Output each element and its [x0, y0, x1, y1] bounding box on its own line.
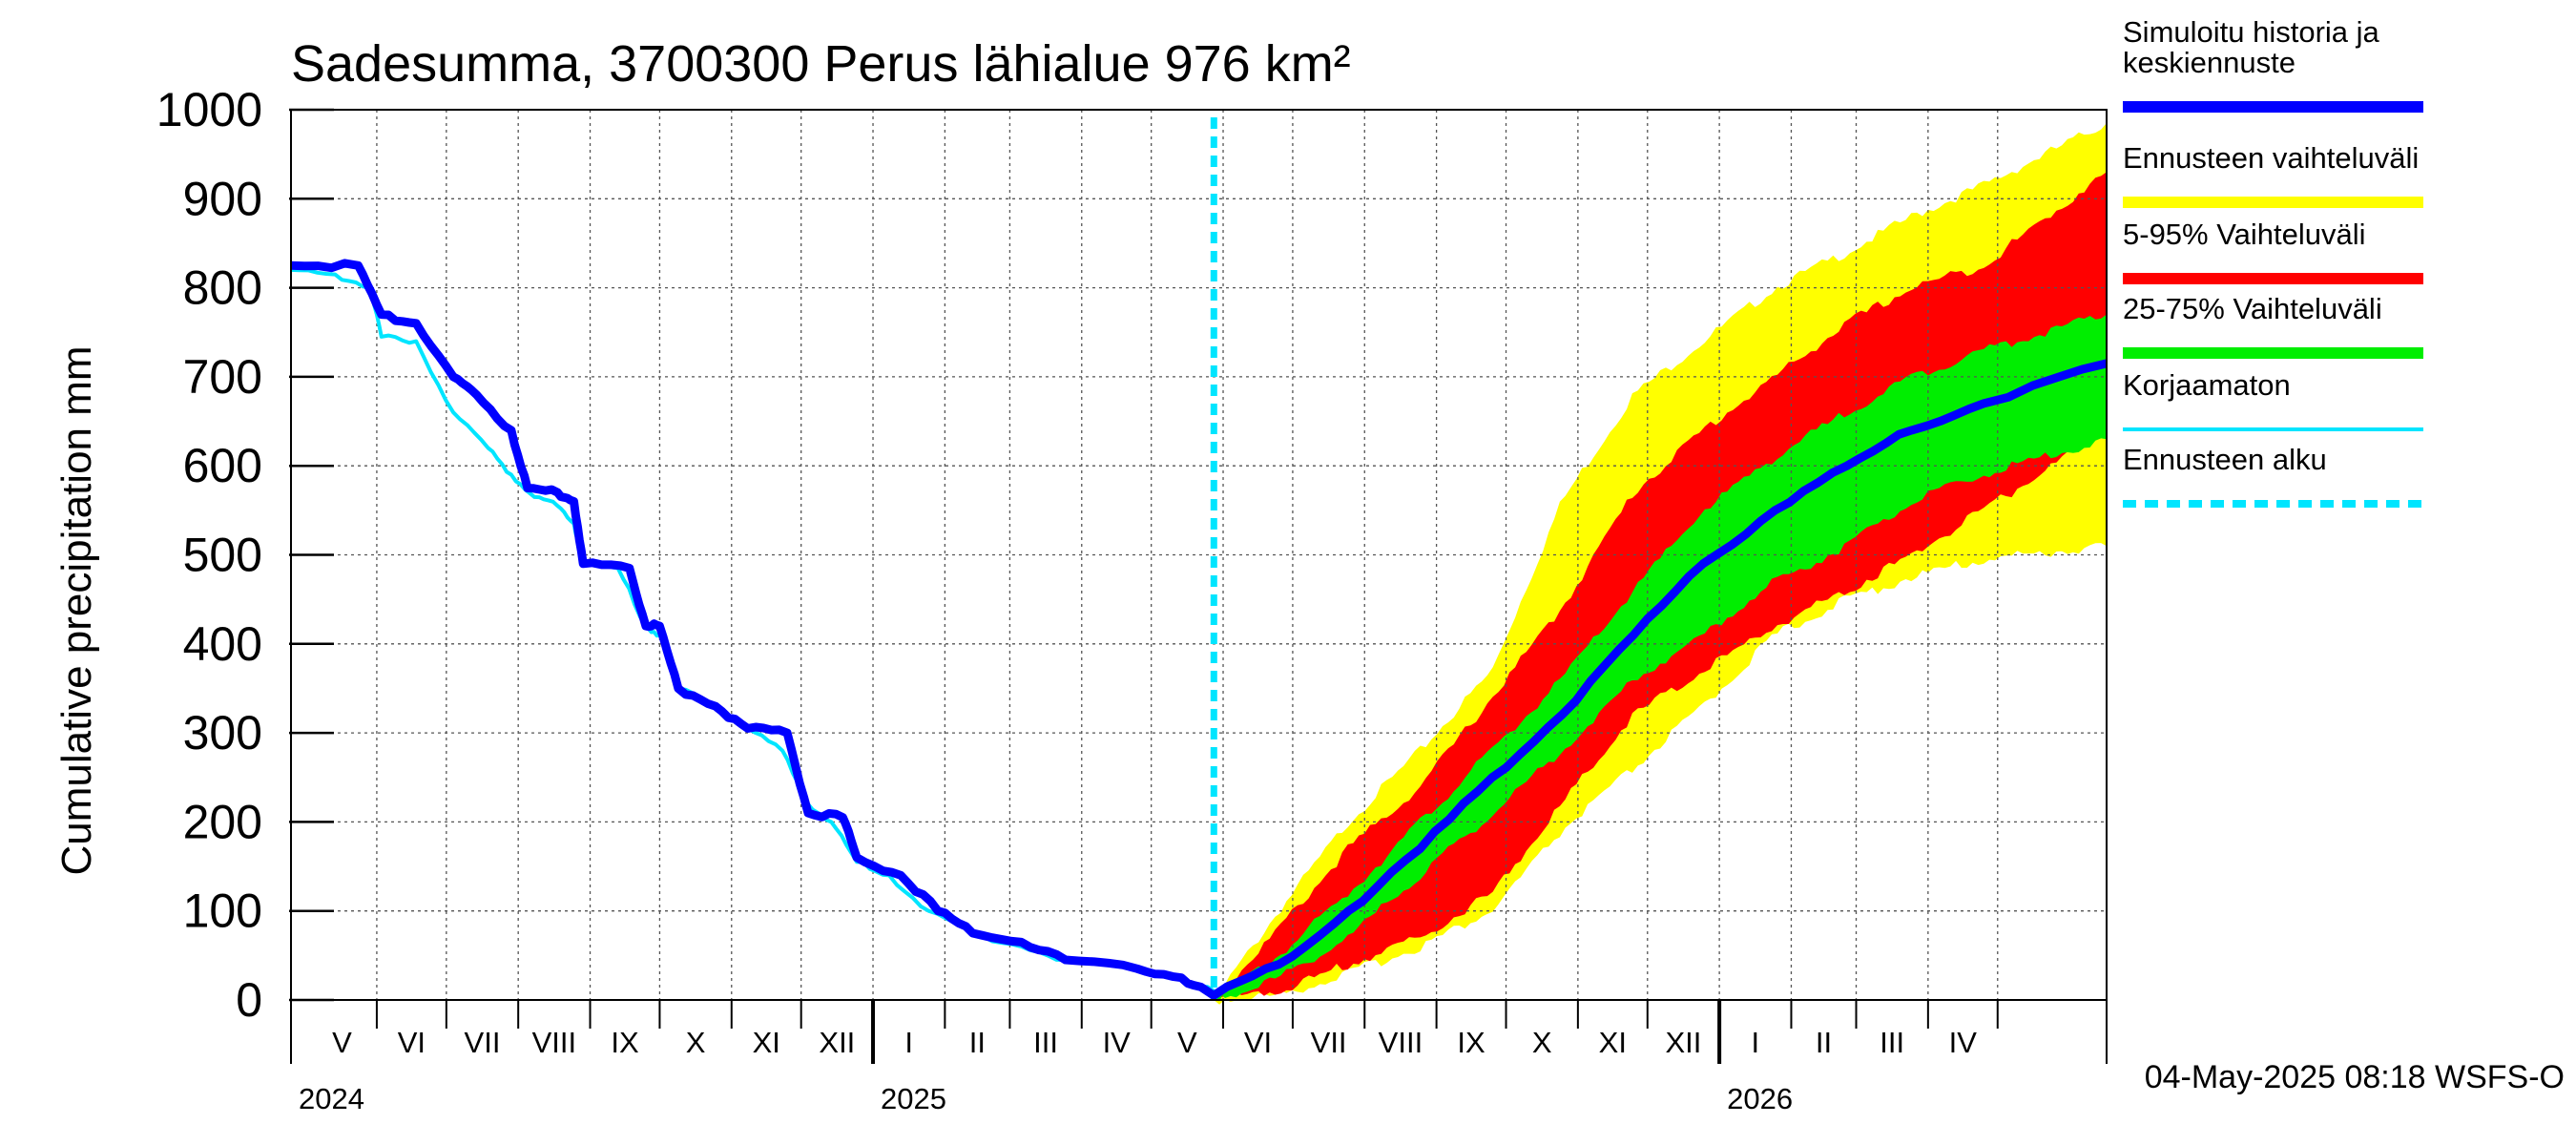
month-label: V [1177, 1026, 1197, 1059]
month-label: I [1751, 1026, 1759, 1059]
month-label: IX [611, 1026, 639, 1059]
legend-label: 5-95% Vaihteluväli [2123, 218, 2365, 251]
y-axis-label: Cumulative precipitation mm [53, 345, 100, 875]
month-label: II [1816, 1026, 1832, 1059]
legend-label: Korjaamaton [2123, 368, 2291, 402]
y-tick-label: 1000 [156, 83, 262, 136]
month-label: X [1532, 1026, 1552, 1059]
month-label: VIII [532, 1026, 577, 1059]
uncorrected-line [290, 267, 1215, 993]
month-label: II [969, 1026, 986, 1059]
month-label: IV [1949, 1026, 1978, 1059]
legend-label: Ennusteen vaihteluväli [2123, 141, 2419, 175]
month-label: XII [1665, 1026, 1701, 1059]
month-label: IV [1103, 1026, 1132, 1059]
month-label: XI [1599, 1026, 1627, 1059]
legend-label: 25-75% Vaihteluväli [2123, 292, 2382, 325]
month-label: VIII [1379, 1026, 1423, 1059]
month-label: XI [753, 1026, 780, 1059]
mean-forecast-line [290, 259, 2109, 1000]
timestamp-label: 04-May-2025 08:18 WSFS-O [2145, 1059, 2565, 1095]
y-tick-label: 400 [183, 617, 262, 671]
month-label: IX [1457, 1026, 1485, 1059]
forecast-bands [1214, 123, 2107, 1005]
chart-title: Sadesumma, 3700300 Perus lähialue 976 km… [291, 35, 1351, 93]
month-label: III [1033, 1026, 1058, 1059]
y-tick-label: 500 [183, 529, 262, 582]
y-tick-label: 200 [183, 795, 262, 848]
legend-label: keskiennuste [2123, 46, 2296, 79]
y-tick-label: 600 [183, 439, 262, 492]
month-label: III [1880, 1026, 1904, 1059]
year-label: 2026 [1727, 1082, 1793, 1115]
series-lines [290, 259, 2109, 1000]
y-tick-label: 0 [236, 973, 262, 1027]
year-label: 2025 [881, 1082, 946, 1115]
month-label: X [686, 1026, 706, 1059]
month-label: VII [1311, 1026, 1347, 1059]
y-tick-label: 100 [183, 885, 262, 938]
month-label: I [904, 1026, 913, 1059]
y-tick-label: 300 [183, 706, 262, 760]
legend-label: Ennusteen alku [2123, 443, 2327, 476]
month-label: V [332, 1026, 352, 1059]
year-label: 2024 [299, 1082, 364, 1115]
grid [291, 110, 2107, 1000]
legend-label: Simuloitu historia ja [2123, 15, 2380, 49]
y-tick-label: 800 [183, 261, 262, 315]
month-label: VII [465, 1026, 501, 1059]
month-label: XII [819, 1026, 855, 1059]
y-tick-label: 900 [183, 172, 262, 225]
month-label: VI [1244, 1026, 1272, 1059]
month-label: VI [398, 1026, 426, 1059]
y-tick-label: 700 [183, 350, 262, 404]
